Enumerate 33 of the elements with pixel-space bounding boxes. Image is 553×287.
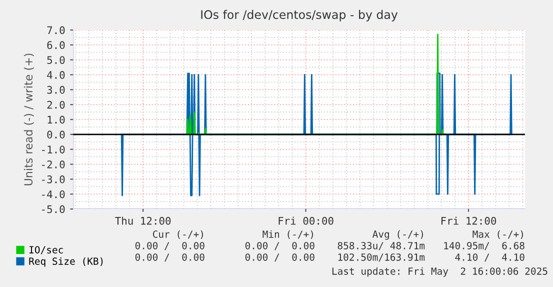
y-tick-label: 3.0 [47, 86, 65, 94]
y-tick-label: -4.0 [42, 190, 65, 198]
y-tick-label: -1.0 [42, 146, 65, 154]
text: 0.00 / 0.00 [245, 242, 314, 250]
y-axis-title: Units read (-) / write (+) [24, 54, 34, 186]
x-tick-label: Thu 12:00 [115, 216, 171, 225]
text: Last update: Fri May 2 16:00:06 2025 [332, 267, 548, 277]
text: 0.00 / 0.00 [135, 242, 204, 250]
x-tick-label: Fri 12:00 [441, 216, 496, 225]
chart-title: IOs for /dev/centos/swap - by day [201, 10, 398, 22]
text: 0.00 / 0.00 [135, 253, 204, 262]
y-tick-label: 2.0 [47, 100, 65, 109]
y-tick-label: 1.0 [48, 116, 65, 124]
text: 858.33u/ 48.71m [338, 242, 425, 250]
y-tick-label: 6.0 [47, 41, 65, 50]
y-tick-label: 0.0 [47, 130, 65, 139]
text: 4.10 / 4.10 [455, 253, 524, 262]
y-tick-label: 5.0 [47, 56, 65, 64]
y-tick-label: -2.0 [42, 160, 65, 168]
text: Max (-/+) [472, 230, 523, 239]
legend-label: IO/sec [30, 246, 63, 254]
x-tick-label: Fri 00:00 [278, 216, 334, 225]
y-tick-label: 4.0 [47, 71, 65, 79]
text: 0.00 / 0.00 [245, 253, 314, 262]
text: Avg (-/+) [372, 230, 423, 240]
text: Cur (-/+) [152, 230, 203, 239]
text: 140.95m/ 6.68 [444, 242, 524, 250]
y-tick-label: 7.0 [47, 26, 65, 34]
y-tick-label: -5.0 [42, 205, 65, 214]
text: 102.50m/163.91m [338, 253, 425, 262]
y-tick-label: -3.0 [42, 175, 65, 184]
text: Min (-/+) [262, 230, 313, 239]
legend-label: Req Size (KB) [29, 257, 103, 267]
